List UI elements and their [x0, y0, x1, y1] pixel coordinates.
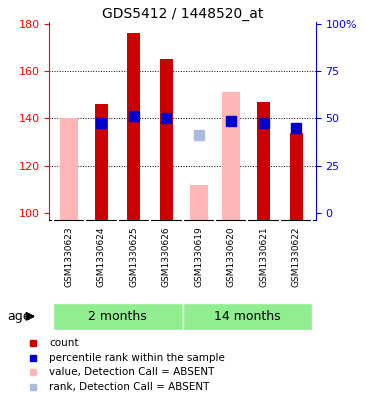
FancyBboxPatch shape: [53, 303, 182, 330]
Text: rank, Detection Call = ABSENT: rank, Detection Call = ABSENT: [49, 382, 210, 392]
Bar: [160, 59, 173, 220]
FancyBboxPatch shape: [182, 303, 312, 330]
Text: GSM1330625: GSM1330625: [129, 226, 138, 287]
Bar: [127, 33, 140, 220]
Bar: [190, 185, 208, 220]
Bar: [60, 118, 78, 220]
Text: GSM1330622: GSM1330622: [292, 226, 301, 287]
Text: age: age: [7, 310, 31, 323]
Bar: [290, 133, 303, 220]
Text: GSM1330623: GSM1330623: [64, 226, 73, 287]
Text: 2 months: 2 months: [88, 310, 147, 323]
Text: 14 months: 14 months: [214, 310, 281, 323]
Bar: [95, 104, 108, 220]
Text: value, Detection Call = ABSENT: value, Detection Call = ABSENT: [49, 367, 215, 377]
Text: GSM1330619: GSM1330619: [194, 226, 203, 287]
Text: GSM1330621: GSM1330621: [259, 226, 268, 287]
Bar: [257, 102, 270, 220]
Text: percentile rank within the sample: percentile rank within the sample: [49, 353, 225, 363]
Text: GSM1330620: GSM1330620: [227, 226, 236, 287]
Text: count: count: [49, 338, 79, 348]
Text: GSM1330624: GSM1330624: [97, 226, 106, 287]
Text: GSM1330626: GSM1330626: [162, 226, 171, 287]
Bar: [222, 92, 240, 220]
Title: GDS5412 / 1448520_at: GDS5412 / 1448520_at: [102, 7, 263, 20]
